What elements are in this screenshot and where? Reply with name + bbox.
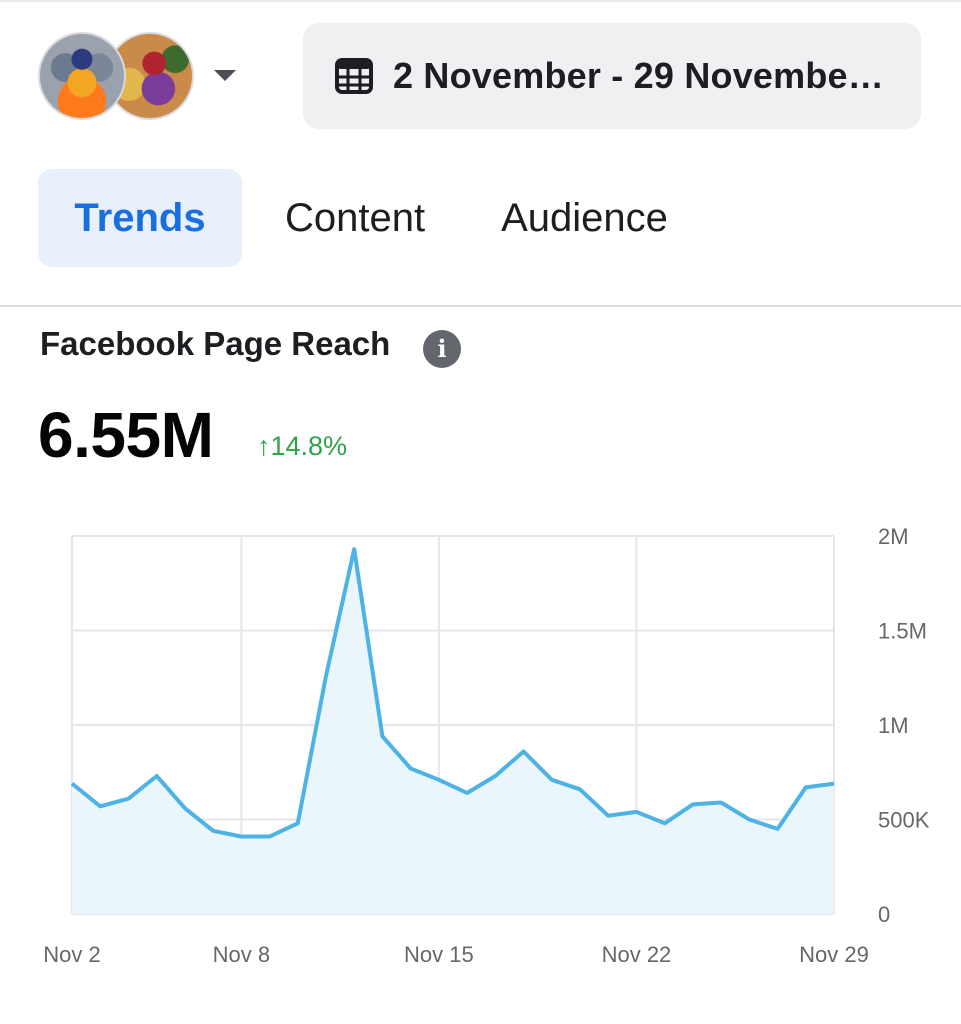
y-tick-label: 2M [878, 524, 909, 549]
tab-audience[interactable]: Audience [501, 195, 668, 240]
chevron-down-icon[interactable] [214, 70, 236, 81]
y-tick-label: 1.5M [878, 619, 927, 644]
metric-title: Facebook Page Reach [40, 325, 391, 362]
date-range-label: 2 November - 29 Novembe… [393, 55, 884, 96]
metric-change: ↑14.8% [257, 431, 348, 461]
tab-bar: Trends Content Audience [38, 169, 668, 267]
x-tick-label: Nov 2 [43, 942, 100, 967]
page-avatar-1[interactable] [38, 32, 126, 120]
page-selector[interactable] [38, 30, 194, 122]
y-axis-ticks: 0 500K 1M 1.5M 2M [878, 524, 930, 927]
x-tick-label: Nov 15 [404, 942, 474, 967]
tab-trends[interactable]: Trends [38, 169, 242, 267]
date-range-button[interactable]: 2 November - 29 Novembe… [303, 23, 921, 129]
tab-content[interactable]: Content [285, 195, 426, 240]
y-tick-label: 500K [878, 808, 930, 833]
section-divider [0, 305, 961, 307]
metric-value: 6.55M [38, 399, 214, 471]
y-tick-label: 0 [878, 902, 890, 927]
y-tick-label: 1M [878, 713, 909, 738]
reach-area [72, 549, 834, 914]
x-tick-label: Nov 22 [602, 942, 672, 967]
page-avatar-2[interactable] [106, 32, 194, 120]
info-icon[interactable]: i [423, 330, 461, 368]
x-tick-label: Nov 29 [799, 942, 869, 967]
x-axis-ticks: Nov 2 Nov 8 Nov 15 Nov 22 Nov 29 [43, 942, 869, 967]
reach-line [70, 547, 835, 839]
calendar-icon [335, 58, 373, 94]
top-divider [0, 0, 961, 2]
x-tick-label: Nov 8 [213, 942, 270, 967]
